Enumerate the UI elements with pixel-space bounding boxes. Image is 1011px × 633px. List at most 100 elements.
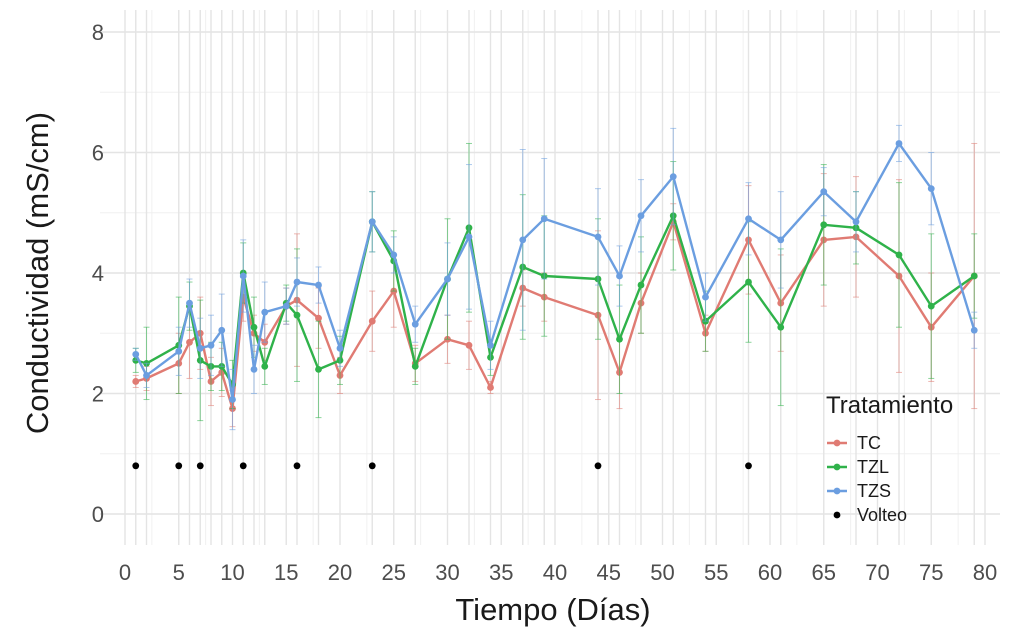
data-point-tzs [519,236,527,244]
data-point-tzs [669,173,677,181]
data-point-tzs [132,350,140,358]
data-point-tzl [777,323,785,331]
data-point-tzl [970,272,978,280]
x-tick-label: 55 [704,560,728,585]
data-point-tzs [143,372,150,379]
data-point-tzs [186,299,193,307]
x-tick-label: 45 [597,560,621,585]
legend-title: Tratamiento [826,392,953,419]
data-point-tzs [207,341,215,349]
data-point-tzs [745,215,752,223]
data-point-tzl [745,278,752,286]
x-tick-label: 0 [119,560,131,585]
data-point-tzs [487,341,494,349]
legend-marker-tc [833,439,841,447]
volteo-point [594,462,602,470]
data-point-tzl [315,366,322,373]
volteo-point [239,462,247,470]
data-point-tzs [336,344,344,352]
data-point-tzs [970,326,978,334]
volteo-point [175,462,183,470]
x-tick-label: 20 [328,560,352,585]
y-tick-label: 4 [92,261,104,286]
series-tzs [132,124,978,431]
x-tick-label: 15 [274,560,298,585]
data-point-tzl [820,221,828,229]
x-tick-label: 25 [382,560,406,585]
legend-marker-volteo [833,511,841,519]
data-point-tzs [927,185,935,193]
data-point-tc [132,378,140,385]
x-tick-label: 65 [812,560,836,585]
data-point-tzs [315,281,322,289]
data-point-tzs [250,366,258,373]
data-point-tzs [895,140,903,147]
x-tick-label: 80 [973,560,997,585]
legend-marker-tzs [833,487,841,495]
x-tick-label: 40 [543,560,567,585]
data-point-tzl [927,302,935,310]
data-point-tzs [411,320,419,328]
data-point-tc [465,341,473,349]
volteo-point [196,462,204,470]
x-tick-label: 10 [220,560,244,585]
data-point-tzs [196,344,204,352]
data-point-tzs [594,233,602,241]
x-tick-label: 60 [758,560,782,585]
data-point-tzl [293,311,301,319]
y-tick-label: 8 [92,20,104,45]
legend-marker-tzl [833,463,841,471]
data-point-tzs [293,278,301,286]
x-tick-label: 50 [650,560,674,585]
data-point-tzs [702,293,709,301]
legend-label-tzl: TZL [857,457,889,477]
x-tick-label: 75 [919,560,943,585]
data-point-tzs [444,275,451,283]
x-axis-title: Tiempo (Días) [455,592,650,627]
volteo-point [745,462,752,470]
series-layer [132,124,978,431]
data-point-tzs [218,326,226,334]
data-point-tzl [637,281,645,289]
legend-label-tc: TC [857,433,881,453]
data-point-tzs [239,272,247,280]
data-point-tzs [852,218,860,226]
volteo-point [132,462,140,470]
data-point-tzs [261,308,269,316]
data-point-tzs [175,347,183,355]
data-point-tzl [261,362,269,370]
x-tick-label: 35 [489,560,513,585]
x-tick-label: 5 [173,560,185,585]
x-tick-label: 70 [865,560,889,585]
data-point-tzs [777,236,785,244]
y-tick-label: 0 [92,502,104,527]
volteo-point [368,462,376,470]
legend-label-tzs: TZS [857,481,891,501]
data-point-tzs [390,251,398,259]
data-point-tzs [820,188,828,196]
y-axis-title: Conductividad (mS/cm) [20,112,55,434]
data-point-tzl [616,335,623,343]
data-point-tc [368,317,376,325]
data-point-tzs [465,233,473,241]
data-point-tzs [540,215,548,223]
data-point-tc [186,338,193,346]
data-point-tzs [616,272,623,280]
data-point-tzs [637,212,645,220]
y-tick-label: 2 [92,382,104,407]
legend: Tratamiento TC TZL TZS Volteo [826,392,953,525]
data-point-tc [315,314,322,322]
data-point-tzs [229,396,236,403]
axis-ticks: 0 5 10 15 20 25 30 35 40 45 50 55 60 65 70 75 80 0 2 4 6 8 [92,20,997,585]
data-point-tzl [411,362,419,370]
data-point-tzl [250,323,258,331]
legend-label-volteo: Volteo [857,505,907,525]
data-point-tc [487,384,494,391]
y-tick-label: 6 [92,141,104,166]
volteo-point [293,462,301,470]
data-point-tzl [895,251,903,259]
data-point-tzs [368,218,376,226]
data-point-tzs [282,302,290,310]
x-tick-label: 30 [435,560,459,585]
